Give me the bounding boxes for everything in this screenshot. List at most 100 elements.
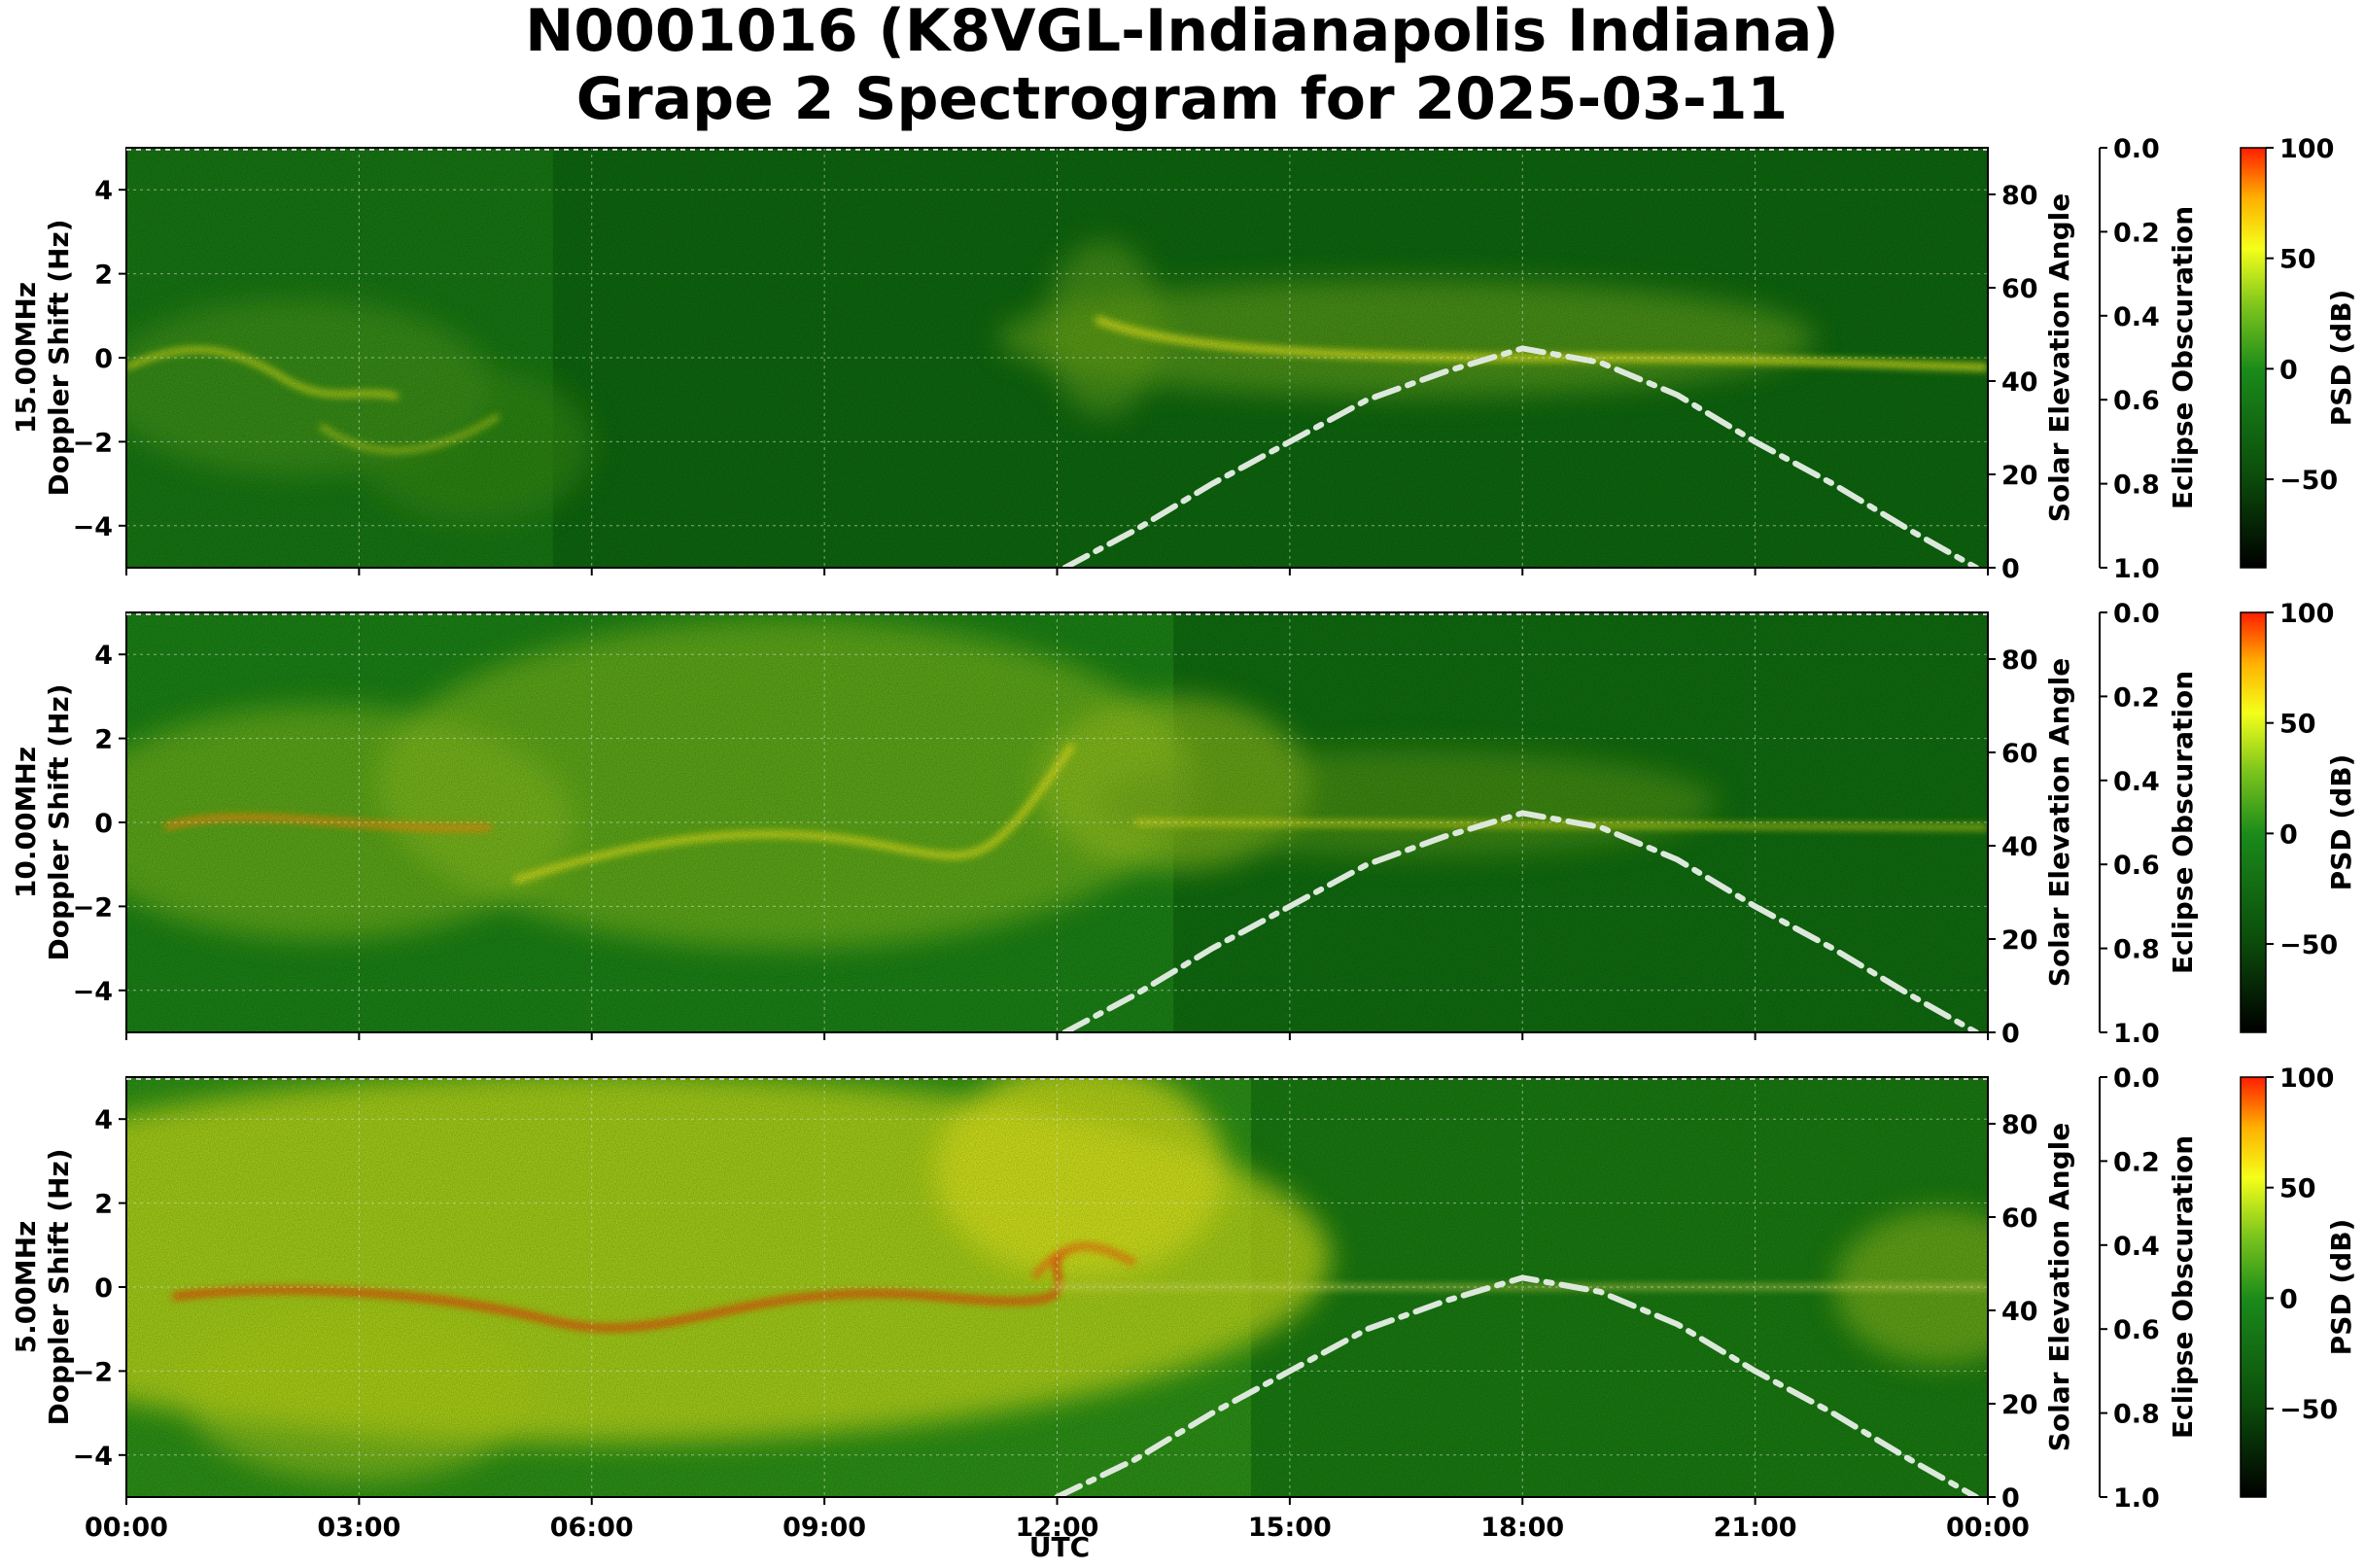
colorbar-label: PSD (dB)	[2325, 754, 2357, 891]
obscuration-tick-label: 0.6	[2113, 386, 2160, 416]
elevation-tick-label: 20	[2001, 1390, 2038, 1420]
y-tick-label: 0	[94, 1273, 113, 1304]
y-axis-label-line: Doppler Shift (Hz)	[43, 1148, 75, 1425]
colorbar-tick-label: 100	[2279, 599, 2334, 629]
elevation-axis-label: Solar Elevation Angle	[2043, 658, 2075, 987]
colorbar-tick-label: 100	[2279, 134, 2334, 164]
colorbar	[2240, 611, 2267, 1033]
y-tick-label: −4	[73, 977, 113, 1007]
solar-elevation-curve	[1061, 810, 1979, 1032]
obscuration-axis-label: Eclipse Obscuration	[2167, 1135, 2199, 1439]
colorbar-tick-label: 0	[2279, 355, 2298, 385]
colorbar-tick-label: −50	[2279, 930, 2338, 960]
colorbar-tick-label: 0	[2279, 819, 2298, 850]
spectrogram-body	[126, 612, 1988, 1032]
obscuration-axis-label: Eclipse Obscuration	[2167, 671, 2199, 974]
panel-5.00MHz: 420−2−45.00MHzDoppler Shift (Hz)80604020…	[10, 1063, 2357, 1543]
y-tick-label: 0	[94, 344, 113, 374]
x-tick-label: 00:00	[1946, 1513, 2030, 1543]
y-tick-label: 4	[94, 176, 113, 206]
elevation-tick-label: 40	[2001, 832, 2038, 862]
elevation-axis-label: Solar Elevation Angle	[2043, 193, 2075, 522]
y-tick-label: 0	[94, 809, 113, 839]
x-tick-label: 12:00	[1016, 1513, 1099, 1543]
obscuration-tick-label: 1.0	[2113, 554, 2160, 584]
obscuration-tick-label: 0.2	[2113, 218, 2160, 248]
x-tick-label: 03:00	[317, 1513, 400, 1543]
obscuration-axis-label: Eclipse Obscuration	[2167, 206, 2199, 509]
elevation-tick-label: 20	[2001, 925, 2038, 956]
panel-10.00MHz: 420−2−410.00MHzDoppler Shift (Hz)8060402…	[10, 599, 2357, 1049]
obscuration-tick-label: 0.8	[2113, 935, 2160, 965]
elevation-tick-label: 60	[2001, 1203, 2038, 1234]
y-tick-label: 4	[94, 641, 113, 671]
y-axis-label-line: 10.00MHz	[10, 747, 42, 898]
x-tick-label: 18:00	[1480, 1513, 1564, 1543]
y-tick-label: 4	[94, 1105, 113, 1135]
y-tick-label: −2	[73, 892, 113, 923]
obscuration-tick-label: 0.0	[2113, 134, 2160, 164]
obscuration-tick-label: 0.0	[2113, 599, 2160, 629]
obscuration-tick-label: 0.4	[2113, 767, 2160, 797]
grid-lines	[126, 612, 1988, 1032]
colorbar	[2240, 1076, 2267, 1498]
colorbar-tick-label: 50	[2279, 1174, 2316, 1204]
obscuration-tick-label: 1.0	[2113, 1483, 2160, 1514]
obscuration-tick-label: 0.2	[2113, 682, 2160, 713]
y-axis-label: 10.00MHzDoppler Shift (Hz)	[10, 683, 75, 960]
x-tick-label: 06:00	[550, 1513, 634, 1543]
x-tick-label: 09:00	[783, 1513, 866, 1543]
x-axis-label: UTC	[1029, 1531, 1090, 1563]
elevation-tick-label: 0	[2001, 554, 2020, 584]
obscuration-tick-label: 0.2	[2113, 1147, 2160, 1177]
obscuration-tick-label: 0.8	[2113, 1400, 2160, 1430]
panels-group: 420−2−415.00MHzDoppler Shift (Hz)8060402…	[10, 134, 2357, 1543]
y-tick-label: −4	[73, 512, 113, 542]
y-tick-label: −4	[73, 1442, 113, 1472]
y-axis-label-line: Doppler Shift (Hz)	[43, 219, 75, 496]
elevation-tick-label: 40	[2001, 367, 2038, 398]
grid-lines	[126, 1077, 1988, 1497]
obscuration-tick-label: 0.4	[2113, 302, 2160, 332]
spectrogram-body	[126, 1077, 1988, 1497]
y-tick-label: −2	[73, 428, 113, 458]
x-tick-label: 21:00	[1714, 1513, 1797, 1543]
x-tick-label: 15:00	[1248, 1513, 1332, 1543]
elevation-tick-label: 60	[2001, 739, 2038, 769]
y-tick-label: −2	[73, 1357, 113, 1387]
y-axis-label-line: 5.00MHz	[10, 1221, 42, 1354]
grid-lines	[126, 148, 1988, 568]
elevation-tick-label: 80	[2001, 181, 2038, 211]
y-tick-label: 2	[94, 725, 113, 755]
colorbar-tick-label: 50	[2279, 245, 2316, 275]
y-axis-label: 5.00MHzDoppler Shift (Hz)	[10, 1148, 75, 1425]
colorbar-label: PSD (dB)	[2325, 290, 2357, 427]
solar-elevation-curve	[1054, 1274, 1979, 1497]
elevation-tick-label: 40	[2001, 1297, 2038, 1327]
elevation-tick-label: 60	[2001, 274, 2038, 304]
colorbar	[2240, 147, 2267, 569]
elevation-tick-label: 20	[2001, 461, 2038, 491]
obscuration-tick-label: 1.0	[2113, 1019, 2160, 1049]
elevation-tick-label: 0	[2001, 1019, 2020, 1049]
colorbar-tick-label: 50	[2279, 710, 2316, 740]
elevation-tick-label: 0	[2001, 1483, 2020, 1514]
solar-elevation-curve	[1061, 345, 1979, 568]
y-axis-label-line: 15.00MHz	[10, 282, 42, 434]
spectrogram-body	[126, 148, 1988, 568]
colorbar-tick-label: −50	[2279, 1395, 2338, 1425]
obscuration-tick-label: 0.8	[2113, 470, 2160, 501]
obscuration-tick-label: 0.4	[2113, 1232, 2160, 1262]
colorbar-tick-label: −50	[2279, 466, 2338, 496]
obscuration-tick-label: 0.6	[2113, 1315, 2160, 1345]
y-tick-label: 2	[94, 1190, 113, 1220]
panel-15.00MHz: 420−2−415.00MHzDoppler Shift (Hz)8060402…	[10, 134, 2357, 584]
y-tick-label: 2	[94, 261, 113, 291]
obscuration-tick-label: 0.6	[2113, 851, 2160, 881]
figure-title-line2: Grape 2 Spectrogram for 2025-03-11	[576, 65, 1788, 133]
y-axis-label: 15.00MHzDoppler Shift (Hz)	[10, 219, 75, 496]
elevation-tick-label: 80	[2001, 1110, 2038, 1140]
x-tick-label: 00:00	[85, 1513, 168, 1543]
figure-title-line1: N0001016 (K8VGL-Indianapolis Indiana)	[525, 0, 1839, 65]
